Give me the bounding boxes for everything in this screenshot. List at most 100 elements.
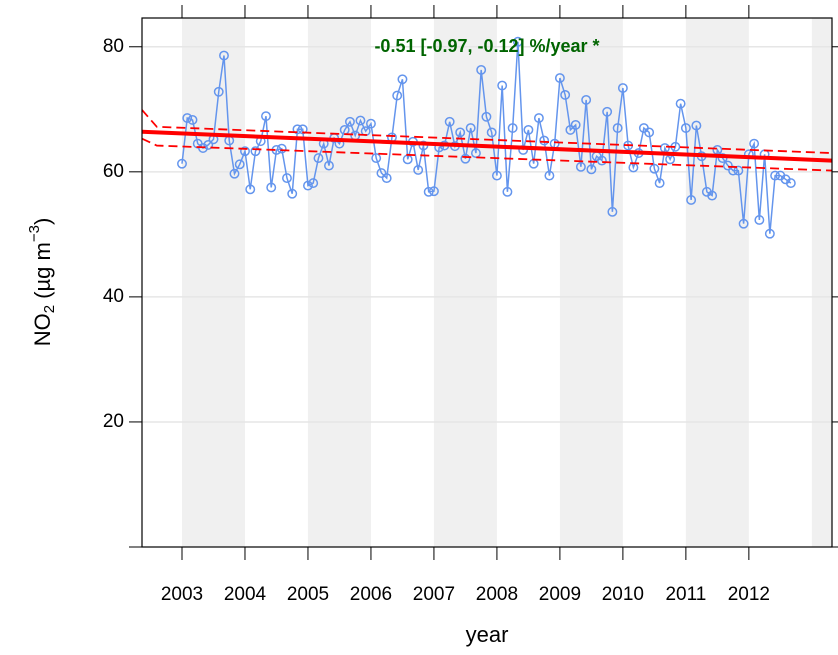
data-point (213, 86, 224, 97)
data-point (764, 228, 775, 239)
data-point (680, 123, 691, 134)
data-point (785, 178, 796, 189)
trend-line (142, 129, 832, 163)
data-point (266, 182, 277, 193)
data-point (303, 180, 313, 191)
data-point (292, 124, 303, 135)
x-tick-label: 2010 (602, 584, 644, 605)
data-point (465, 123, 476, 134)
data-point (544, 170, 555, 181)
data-point (444, 116, 455, 127)
x-tick-label: 2006 (350, 584, 392, 605)
data-point (533, 113, 544, 123)
data-point (722, 160, 733, 171)
data-point (523, 124, 534, 135)
x-axis-label: year (466, 622, 509, 647)
y-tick-label: 20 (103, 411, 124, 432)
data-point (219, 50, 229, 61)
data-point (428, 186, 439, 197)
data-point (187, 114, 198, 125)
data-point (754, 215, 765, 225)
data-point (297, 124, 308, 135)
data-point (749, 138, 760, 149)
data-point (381, 173, 392, 184)
data-point (507, 123, 518, 134)
data-point (539, 135, 550, 146)
x-tick-label: 2012 (728, 584, 770, 605)
data-point (607, 206, 618, 217)
data-point (392, 90, 403, 101)
year-band (685, 18, 749, 547)
data-point (455, 127, 466, 138)
data-point (686, 195, 697, 205)
plot-frame (141, 17, 833, 548)
data-point (476, 64, 487, 75)
data-point (675, 98, 686, 109)
data-point (470, 148, 481, 159)
data-point (460, 153, 471, 164)
data-point (276, 143, 287, 154)
data-point (245, 184, 256, 195)
year-band (811, 18, 832, 547)
data-point (198, 143, 208, 154)
data-point (371, 153, 382, 164)
data-point (654, 178, 665, 189)
data-point (570, 119, 581, 130)
data-point (413, 164, 424, 175)
data-point (203, 139, 214, 150)
data-point (770, 170, 781, 181)
data-point (376, 168, 387, 179)
data-point (596, 155, 607, 166)
x-tick-label: 2011 (665, 584, 706, 605)
year-band (559, 18, 623, 547)
data-point (733, 165, 744, 176)
year-band (433, 18, 497, 547)
year-band (307, 18, 371, 547)
data-point (617, 83, 628, 93)
data-point (491, 170, 502, 181)
data-point (575, 161, 586, 172)
y-tick-label: 60 (103, 161, 124, 182)
data-point (423, 186, 434, 197)
data-point (738, 218, 749, 229)
data-point (250, 146, 261, 157)
data-point (502, 186, 513, 197)
x-tick-label: 2008 (476, 584, 518, 605)
y-tick-label: 80 (103, 36, 124, 57)
data-point (512, 36, 523, 47)
data-point (240, 146, 250, 157)
data-point (554, 73, 565, 83)
data-point (486, 127, 497, 138)
data-point (691, 120, 702, 131)
data-point (182, 113, 193, 123)
year-band (181, 18, 245, 547)
data-line (181, 41, 792, 234)
data-point (560, 89, 571, 100)
data-point (177, 158, 187, 169)
data-point (282, 173, 292, 184)
data-point (707, 190, 718, 201)
data-point (602, 106, 613, 117)
data-point (345, 116, 355, 127)
data-point (261, 111, 271, 122)
data-point (565, 124, 576, 135)
data-point (586, 164, 597, 175)
trend-lower (142, 137, 832, 172)
y-axis-label: NO2 (µg m−3) (26, 218, 58, 347)
data-point (397, 74, 408, 85)
x-tick-label: 2004 (224, 584, 267, 605)
data-point (497, 80, 508, 91)
data-point (308, 178, 319, 189)
data-point (649, 163, 660, 174)
data-point (324, 160, 334, 171)
x-tick-label: 2009 (539, 584, 581, 605)
data-point (234, 159, 245, 170)
x-tick-label: 2003 (161, 584, 203, 605)
data-point (313, 153, 324, 164)
data-point (355, 115, 366, 126)
data-point (581, 94, 592, 105)
data-point (644, 127, 655, 138)
annotation: -0.51 [-0.97, -0.12] %/year * (374, 36, 599, 56)
x-tick-label: 2005 (287, 584, 329, 605)
